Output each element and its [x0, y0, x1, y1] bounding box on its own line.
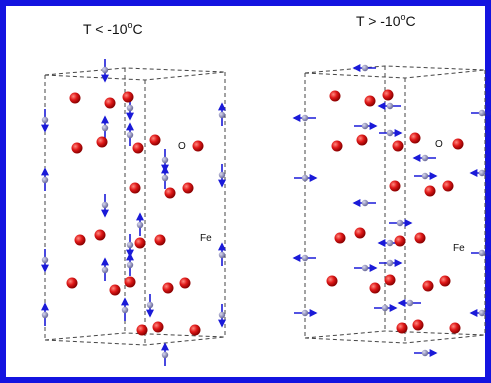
oxygen-atom	[95, 230, 106, 241]
iron-atom	[147, 302, 153, 308]
oxygen-atom	[390, 181, 401, 192]
oxygen-atom	[415, 233, 426, 244]
iron-atom	[479, 110, 485, 116]
oxygen-atom	[70, 93, 81, 104]
oxygen-atom	[163, 283, 174, 294]
oxygen-atom	[150, 135, 161, 146]
iron-atom	[127, 132, 133, 138]
oxygen-atom	[123, 92, 134, 103]
iron-atom	[302, 255, 308, 261]
panel-title: T < -10oC	[83, 20, 143, 37]
oxygen-atom	[332, 141, 343, 152]
oxygen-atom	[180, 278, 191, 289]
iron-atom	[302, 115, 308, 121]
oxygen-atom	[125, 277, 136, 288]
iron-atom	[362, 200, 368, 206]
iron-label: Fe	[200, 233, 212, 244]
oxygen-atom	[155, 235, 166, 246]
iron-atom	[422, 350, 428, 356]
iron-atom	[127, 242, 133, 248]
oxygen-atom	[153, 322, 164, 333]
oxygen-atom	[67, 278, 78, 289]
iron-atom	[387, 103, 393, 109]
oxygen-atom	[357, 135, 368, 146]
iron-atom	[479, 310, 485, 316]
iron-atom	[162, 157, 168, 163]
oxygen-atom	[410, 133, 421, 144]
iron-atom	[219, 252, 225, 258]
iron-atom	[42, 312, 48, 318]
iron-atom	[479, 170, 485, 176]
oxygen-atom	[72, 143, 83, 154]
oxygen-atom	[165, 188, 176, 199]
iron-atom	[42, 177, 48, 183]
iron-atom	[102, 125, 108, 131]
oxygen-atom	[193, 141, 204, 152]
oxygen-atom	[440, 276, 451, 287]
oxygen-atom	[355, 228, 366, 239]
iron-atom	[137, 222, 143, 228]
iron-atom	[219, 112, 225, 118]
iron-atom	[479, 250, 485, 256]
iron-atom	[219, 312, 225, 318]
iron-atom	[102, 202, 108, 208]
oxygen-atom	[413, 320, 424, 331]
oxygen-atom	[423, 281, 434, 292]
oxygen-atom	[330, 91, 341, 102]
iron-label: Fe	[453, 243, 465, 254]
iron-atom	[302, 310, 308, 316]
iron-atom	[362, 123, 368, 129]
oxygen-atom	[385, 275, 396, 286]
iron-atom	[362, 265, 368, 271]
iron-atom	[42, 257, 48, 263]
iron-atom	[42, 117, 48, 123]
oxygen-atom	[183, 183, 194, 194]
oxygen-atom	[327, 276, 338, 287]
oxygen-atom	[135, 238, 146, 249]
iron-atom	[122, 307, 128, 313]
iron-atom	[397, 220, 403, 226]
iron-atom	[102, 67, 108, 73]
oxygen-atom	[370, 283, 381, 294]
iron-atom	[162, 352, 168, 358]
oxygen-atom	[130, 183, 141, 194]
oxygen-atom	[335, 233, 346, 244]
iron-atom	[387, 240, 393, 246]
iron-atom	[127, 262, 133, 268]
oxygen-atom	[395, 236, 406, 247]
iron-atom	[102, 267, 108, 273]
oxygen-atom	[393, 141, 404, 152]
oxygen-atom	[105, 98, 116, 109]
iron-atom	[387, 130, 393, 136]
iron-atom	[362, 65, 368, 71]
figure: T < -10oC T > -10oC O Fe O Fe	[0, 0, 491, 383]
oxygen-atom	[397, 323, 408, 334]
iron-atom	[407, 300, 413, 306]
oxygen-atom	[443, 181, 454, 192]
iron-atom	[422, 155, 428, 161]
oxygen-atom	[453, 139, 464, 150]
oxygen-atom	[133, 143, 144, 154]
panel-title: T > -10oC	[356, 12, 416, 29]
iron-atom	[302, 175, 308, 181]
iron-atom	[162, 175, 168, 181]
iron-atom	[127, 105, 133, 111]
oxygen-atom	[75, 235, 86, 246]
oxygen-atom	[450, 323, 461, 334]
oxygen-atom	[365, 96, 376, 107]
oxygen-label: O	[435, 139, 443, 150]
iron-atom	[219, 172, 225, 178]
oxygen-atom	[383, 90, 394, 101]
iron-atom	[382, 305, 388, 311]
oxygen-atom	[97, 137, 108, 148]
oxygen-label: O	[178, 141, 186, 152]
oxygen-atom	[137, 325, 148, 336]
iron-atom	[422, 173, 428, 179]
oxygen-atom	[190, 325, 201, 336]
iron-atom	[387, 260, 393, 266]
oxygen-atom	[425, 186, 436, 197]
oxygen-atom	[110, 285, 121, 296]
